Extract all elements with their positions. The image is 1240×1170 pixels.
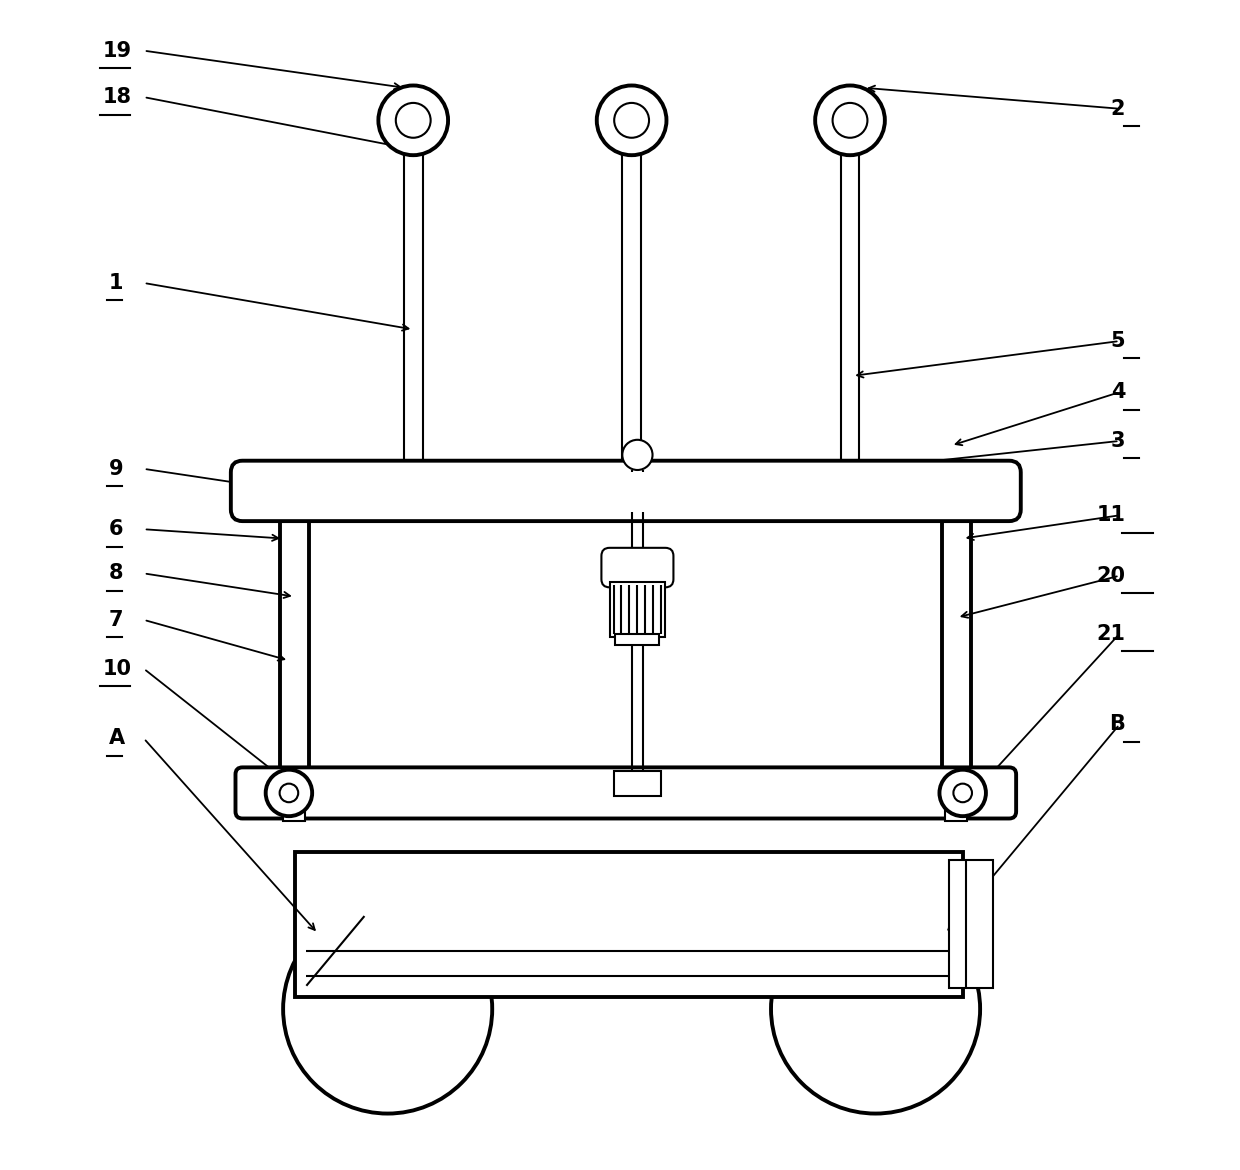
Text: 20: 20 [1096,566,1126,586]
Circle shape [622,440,652,470]
Circle shape [815,85,885,156]
Circle shape [954,784,972,803]
Bar [295,852,962,997]
Text: 18: 18 [103,87,131,108]
FancyBboxPatch shape [601,548,673,587]
FancyBboxPatch shape [236,768,1016,819]
Text: 1: 1 [109,273,123,292]
Text: 4: 4 [1111,383,1126,402]
Circle shape [378,85,448,156]
Text: 10: 10 [103,659,131,679]
Text: 3: 3 [1111,431,1126,450]
FancyBboxPatch shape [231,461,1021,521]
Circle shape [265,770,312,817]
Text: 7: 7 [109,610,123,629]
Text: 9: 9 [109,459,124,479]
Text: B: B [1110,715,1126,735]
Bar [614,771,661,797]
Text: 21: 21 [1096,624,1126,644]
Circle shape [940,770,986,817]
Circle shape [596,85,666,156]
Text: 11: 11 [1096,505,1126,525]
Circle shape [283,904,492,1114]
Text: 8: 8 [109,564,123,584]
Text: 2: 2 [1111,98,1126,118]
Text: 19: 19 [103,41,133,61]
Circle shape [832,103,868,138]
Circle shape [771,904,980,1114]
Bar [841,156,859,473]
Circle shape [280,784,298,803]
Bar [622,156,641,473]
Circle shape [396,103,430,138]
Bar [945,810,967,821]
Bar [283,810,305,821]
Text: A: A [109,729,125,749]
Text: 6: 6 [109,519,123,539]
Bar [949,860,993,989]
Bar [404,156,423,473]
Text: 5: 5 [1111,331,1126,351]
Bar [615,634,660,646]
Circle shape [614,103,649,138]
Bar [610,581,666,638]
